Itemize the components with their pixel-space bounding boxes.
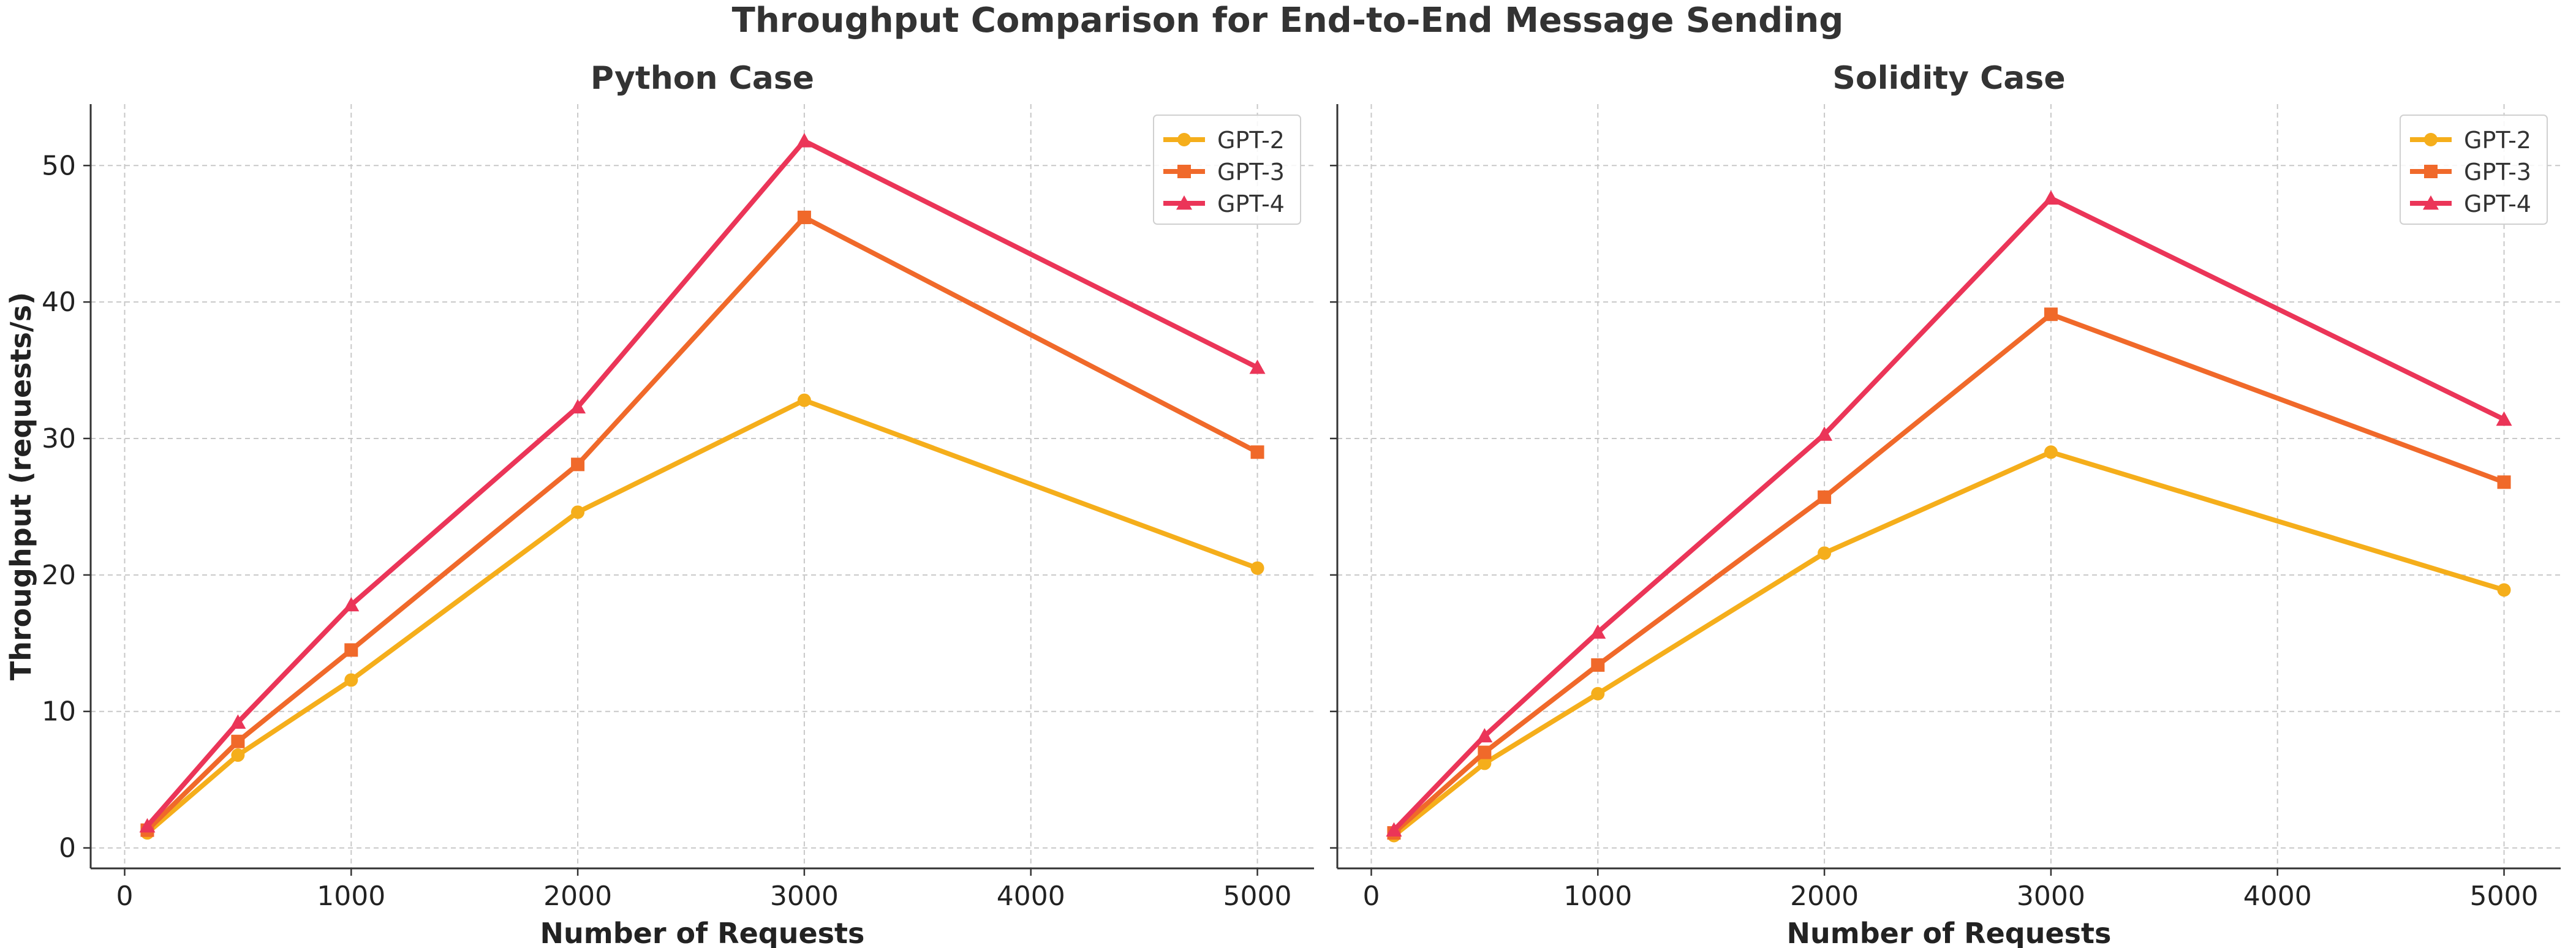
data-point-gpt-3 <box>231 734 245 748</box>
series-gpt-4 <box>1386 190 2512 837</box>
legend-item-gpt-4: GPT-4 <box>1163 190 1285 217</box>
legend-swatch-marker <box>2424 165 2438 178</box>
chart-panel-python: 0 1000 2000 3000 4000 5000 0 10 20 30 40 50 Python C… <box>4 60 1314 948</box>
data-point-gpt-4 <box>570 399 586 414</box>
data-point-gpt-2 <box>344 673 358 687</box>
data-point-gpt-3 <box>1250 445 1264 459</box>
data-point-gpt-3 <box>1591 658 1605 672</box>
y-tick-label: 10 <box>42 696 76 728</box>
legend: GPT-2 GPT-3 GPT-4 <box>2400 115 2548 225</box>
x-axis-label: Number of Requests <box>1787 917 2112 948</box>
data-point-gpt-4 <box>2042 190 2059 205</box>
x-tick-label: 3000 <box>2017 881 2085 912</box>
y-tick-label: 20 <box>42 560 76 591</box>
figure-title: Throughput Comparison for End-to-End Mes… <box>732 1 1844 40</box>
legend-label: GPT-2 <box>2464 127 2531 154</box>
series-gpt-2 <box>1387 445 2511 843</box>
series-gpt-2 <box>140 393 1264 840</box>
x-tick-label: 5000 <box>2470 881 2539 912</box>
legend-label: GPT-2 <box>1217 127 1285 154</box>
legend-swatch-marker <box>1177 165 1191 178</box>
data-point-gpt-4 <box>1386 822 1402 837</box>
chart-panel-solidity: 0 1000 2000 3000 4000 5000 Solidity Case Number… <box>1330 60 2561 948</box>
y-tick-label: 0 <box>59 833 76 864</box>
y-tick-label: 30 <box>42 423 76 454</box>
series-gpt-4 <box>139 133 1266 833</box>
legend-label: GPT-3 <box>2464 159 2531 186</box>
x-tick-label: 0 <box>116 881 133 912</box>
data-point-gpt-3 <box>2497 475 2511 489</box>
data-point-gpt-4 <box>343 596 360 612</box>
data-point-gpt-3 <box>1818 490 1832 504</box>
x-tick-label: 5000 <box>1223 881 1292 912</box>
data-point-gpt-2 <box>1591 687 1605 701</box>
x-tick-label: 2000 <box>543 881 612 912</box>
chart-title: Python Case <box>591 60 814 97</box>
chart-title: Solidity Case <box>1832 60 2065 97</box>
data-point-gpt-4 <box>230 714 246 729</box>
data-point-gpt-2 <box>2044 445 2058 459</box>
y-tick-label: 50 <box>42 150 76 181</box>
legend: GPT-2 GPT-3 GPT-4 <box>1153 115 1301 225</box>
legend-item-gpt-4: GPT-4 <box>2410 190 2531 217</box>
data-point-gpt-3 <box>571 457 585 472</box>
series-gpt-3 <box>140 210 1264 837</box>
series-line-gpt-2 <box>145 397 1260 836</box>
data-point-gpt-2 <box>571 505 585 519</box>
data-point-gpt-2 <box>1818 546 1832 560</box>
data-point-gpt-4 <box>1590 624 1606 639</box>
data-point-gpt-2 <box>2497 583 2511 597</box>
legend-item-gpt-3: GPT-3 <box>2410 159 2531 186</box>
series-line-gpt-4 <box>1391 195 2507 833</box>
legend-item-gpt-3: GPT-3 <box>1163 159 1285 186</box>
y-tick-label: 40 <box>42 287 76 318</box>
series-line-gpt-3 <box>145 214 1260 833</box>
data-point-gpt-3 <box>344 643 358 657</box>
x-tick-label: 0 <box>1362 881 1380 912</box>
x-tick-label: 4000 <box>997 881 1065 912</box>
legend-item-gpt-2: GPT-2 <box>1163 127 1285 154</box>
data-point-gpt-2 <box>1250 561 1264 575</box>
data-point-gpt-4 <box>1816 426 1833 441</box>
legend-swatch-marker <box>2424 133 2438 146</box>
legend-label: GPT-3 <box>1217 159 1285 186</box>
data-point-gpt-2 <box>231 748 245 762</box>
data-point-gpt-4 <box>139 818 156 833</box>
legend-label: GPT-4 <box>1217 190 1285 217</box>
series-gpt-3 <box>1387 307 2511 840</box>
series-line-gpt-2 <box>1391 450 2507 838</box>
x-tick-label: 4000 <box>2243 881 2312 912</box>
x-tick-label: 2000 <box>1790 881 1859 912</box>
series-line-gpt-4 <box>145 138 1260 829</box>
y-axis-label: Throughput (requests/s) <box>4 292 37 680</box>
x-tick-label: 3000 <box>770 881 839 912</box>
series-line-gpt-3 <box>1391 312 2507 836</box>
data-point-gpt-4 <box>1476 728 1493 743</box>
data-point-gpt-4 <box>796 133 812 148</box>
x-axis-label: Number of Requests <box>540 917 865 948</box>
legend-swatch-marker <box>1176 195 1192 210</box>
x-tick-label: 1000 <box>317 881 385 912</box>
data-point-gpt-4 <box>1249 359 1266 374</box>
data-point-gpt-2 <box>1478 756 1492 770</box>
legend-label: GPT-4 <box>2464 190 2531 217</box>
data-point-gpt-3 <box>1478 745 1492 759</box>
x-tick-label: 1000 <box>1563 881 1632 912</box>
legend-item-gpt-2: GPT-2 <box>2410 127 2531 154</box>
data-point-gpt-3 <box>2044 307 2058 322</box>
data-point-gpt-3 <box>797 210 811 224</box>
data-point-gpt-4 <box>2496 411 2512 426</box>
legend-swatch-marker <box>2423 195 2439 210</box>
data-point-gpt-2 <box>797 393 811 407</box>
legend-swatch-marker <box>1177 133 1191 146</box>
